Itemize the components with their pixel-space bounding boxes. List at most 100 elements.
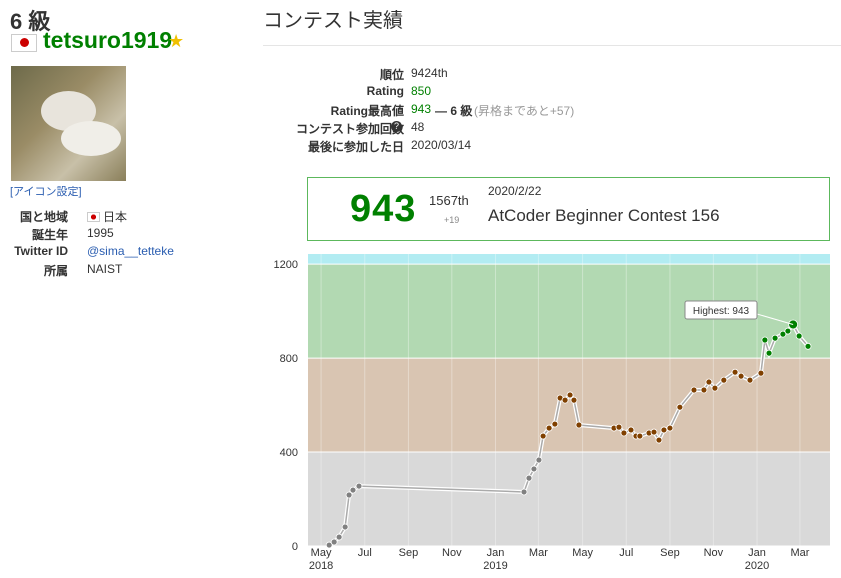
rating-point bbox=[525, 474, 533, 482]
rating-point bbox=[660, 426, 668, 434]
rating-point bbox=[720, 376, 728, 384]
rating-point bbox=[520, 488, 528, 496]
star-icon: ★ bbox=[168, 31, 185, 51]
x-tick-label: Mar bbox=[790, 547, 809, 559]
latest-rank: 1567th bbox=[429, 193, 469, 208]
rating-point bbox=[325, 541, 333, 549]
y-tick-label: 400 bbox=[280, 447, 298, 459]
stat-value: 943 bbox=[411, 102, 432, 116]
stat-value: 2020/03/14 bbox=[411, 138, 472, 152]
stat-extra: — 6 級 bbox=[435, 104, 473, 118]
rating-point bbox=[551, 420, 559, 428]
rating-point bbox=[575, 421, 583, 429]
rating-point bbox=[795, 332, 803, 340]
x-tick-year: 2018 bbox=[309, 560, 333, 572]
help-icon: ? bbox=[391, 121, 402, 132]
stat-value: 850 bbox=[411, 84, 432, 98]
rating-point bbox=[561, 396, 569, 404]
grade: 6 級 bbox=[10, 9, 51, 34]
info-value: 1995 bbox=[87, 226, 114, 240]
x-tick-label: Sep bbox=[399, 547, 419, 559]
rating-point bbox=[627, 426, 635, 434]
rating-point bbox=[765, 349, 773, 357]
stat-label: Rating最高値 bbox=[330, 104, 404, 118]
x-tick-label: Jul bbox=[619, 547, 633, 559]
rating-point bbox=[570, 396, 578, 404]
rating-point bbox=[737, 372, 745, 380]
latest-contest-name[interactable]: AtCoder Beginner Contest 156 bbox=[488, 206, 720, 225]
y-tick-label: 800 bbox=[280, 353, 298, 365]
latest-date: 2020/2/22 bbox=[488, 184, 542, 198]
rating-point bbox=[757, 369, 765, 377]
info-value: NAIST bbox=[87, 262, 123, 276]
rating-point bbox=[761, 336, 769, 344]
rating-point bbox=[650, 428, 658, 436]
rating-point bbox=[676, 403, 684, 411]
username[interactable]: tetsuro1919 bbox=[43, 27, 173, 53]
rating-point bbox=[655, 436, 663, 444]
y-tick-label: 1200 bbox=[274, 259, 298, 271]
x-tick-label: Sep bbox=[660, 547, 680, 559]
x-tick-year: 2020 bbox=[745, 560, 769, 572]
x-tick-year: 2019 bbox=[483, 560, 507, 572]
stat-label: 最後に参加した日 bbox=[307, 140, 404, 154]
rating-point bbox=[700, 386, 708, 394]
info-label: 所属 bbox=[43, 264, 68, 278]
rating-band bbox=[308, 254, 830, 265]
rating-point bbox=[666, 424, 674, 432]
rating-point bbox=[535, 456, 543, 464]
stat-value: 48 bbox=[411, 120, 425, 134]
rating-point bbox=[566, 391, 574, 399]
section-heading: コンテスト実績 bbox=[263, 10, 403, 32]
flag-icon bbox=[87, 212, 100, 222]
rating-point bbox=[345, 491, 353, 499]
rating-point bbox=[349, 486, 357, 494]
rating-point bbox=[771, 334, 779, 342]
info-label: 誕生年 bbox=[31, 228, 68, 242]
x-tick-label: Nov bbox=[442, 547, 462, 559]
rating-point bbox=[804, 342, 812, 350]
rating-point bbox=[784, 327, 792, 335]
y-tick-label: 0 bbox=[292, 541, 298, 553]
x-tick-label: Jan bbox=[748, 547, 766, 559]
latest-change: +19 bbox=[444, 215, 460, 225]
rating-point bbox=[620, 429, 628, 437]
annotation-box bbox=[684, 300, 758, 320]
info-label: Twitter ID bbox=[14, 244, 68, 258]
rating-point bbox=[341, 523, 349, 531]
icon-setting-link[interactable]: [アイコン設定] bbox=[10, 186, 82, 198]
rating-band bbox=[308, 358, 830, 453]
rating-point bbox=[330, 538, 338, 546]
rating-point bbox=[355, 482, 363, 490]
stat-value: 9424th bbox=[411, 66, 448, 80]
rating-point bbox=[539, 432, 547, 440]
stat-label: 順位 bbox=[379, 68, 404, 82]
stat-label: Rating bbox=[366, 84, 404, 98]
rating-point bbox=[705, 378, 713, 386]
latest-contest-box: 943 1567th +19 2020/2/22 AtCoder Beginne… bbox=[307, 177, 830, 241]
info-value: 日本 bbox=[103, 210, 128, 224]
rating-point bbox=[545, 424, 553, 432]
stat-note: (昇格まであと+57) bbox=[474, 104, 575, 118]
x-tick-label: Jul bbox=[358, 547, 372, 559]
rating-point bbox=[530, 465, 538, 473]
annotation-line bbox=[756, 313, 794, 325]
avatar bbox=[11, 66, 126, 181]
stat-label: コンテスト参加回数 bbox=[295, 122, 404, 136]
rating-point bbox=[731, 368, 739, 376]
x-tick-label: May bbox=[572, 547, 593, 559]
x-tick-label: Nov bbox=[704, 547, 724, 559]
rating-point bbox=[711, 384, 719, 392]
rating-point bbox=[615, 423, 623, 431]
rating-band bbox=[308, 452, 830, 546]
rating-point bbox=[690, 386, 698, 394]
x-tick-label: Jan bbox=[487, 547, 505, 559]
annotation: Highest: 943 bbox=[693, 306, 750, 317]
info-value[interactable]: @sima__tetteke bbox=[87, 244, 174, 258]
info-label: 国と地域 bbox=[19, 210, 68, 224]
rating-point bbox=[746, 376, 754, 384]
latest-rating: 943 bbox=[350, 188, 417, 230]
divider bbox=[263, 45, 841, 46]
